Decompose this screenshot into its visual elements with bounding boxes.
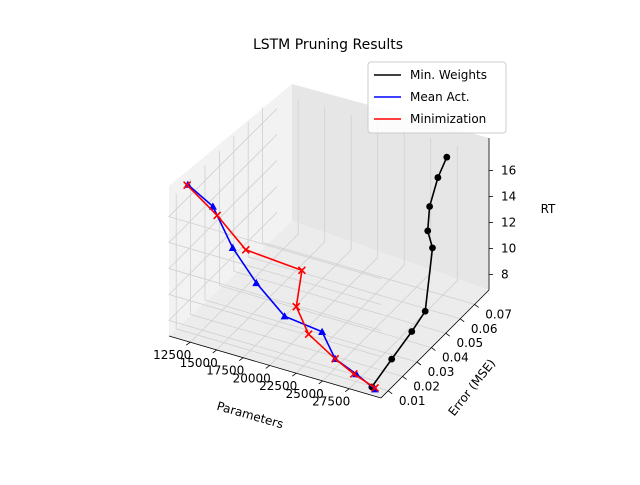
x-tick-mark bbox=[265, 365, 270, 369]
data-series bbox=[183, 153, 451, 393]
data-point bbox=[213, 211, 222, 220]
x-tick-label: 27500 bbox=[312, 395, 350, 409]
y-tick-label: 0.05 bbox=[456, 336, 483, 350]
x-tick-mark bbox=[291, 372, 297, 377]
z-tick-label: 14 bbox=[501, 190, 516, 204]
chart-title: LSTM Pruning Results bbox=[253, 37, 403, 53]
grid-lines bbox=[168, 99, 475, 392]
legend-label: Min. Weights bbox=[410, 68, 487, 82]
y-tick-label: 0.03 bbox=[428, 365, 455, 379]
data-point bbox=[331, 354, 340, 363]
floor-pane bbox=[169, 221, 489, 398]
z-gridline bbox=[168, 212, 382, 383]
x-tick-label: 22500 bbox=[259, 379, 297, 393]
z-tick-label: 10 bbox=[501, 241, 516, 255]
y-gridline bbox=[218, 150, 432, 348]
data-point bbox=[434, 174, 442, 181]
data-point bbox=[421, 307, 429, 315]
x-tick-mark bbox=[238, 357, 244, 362]
data-point bbox=[426, 203, 434, 210]
z-tick-label: 12 bbox=[501, 216, 516, 230]
y-gridline bbox=[204, 165, 418, 363]
data-point bbox=[241, 245, 250, 254]
y-gridline bbox=[175, 193, 389, 392]
data-point bbox=[304, 330, 313, 339]
x-axis-label: Parameters bbox=[215, 399, 285, 431]
y-tick-label: 0.02 bbox=[413, 379, 440, 393]
y-gridline bbox=[262, 107, 475, 305]
y-tick-mark bbox=[387, 390, 393, 395]
legend-label: Mean Act. bbox=[410, 90, 470, 104]
y-gridline bbox=[247, 121, 461, 320]
data-point bbox=[370, 383, 380, 392]
legend-label: Minimization bbox=[410, 112, 486, 126]
z-tick-label: 8 bbox=[501, 267, 509, 281]
y-tick-mark bbox=[459, 318, 465, 323]
x-tick-mark bbox=[318, 380, 323, 385]
data-point bbox=[208, 202, 217, 210]
x-tick-label: 17500 bbox=[206, 364, 244, 378]
z-gridline bbox=[168, 160, 382, 331]
y-tick-label: 0.04 bbox=[442, 351, 469, 365]
y-tick-label: 0.01 bbox=[399, 394, 426, 408]
back-right-pane bbox=[292, 84, 489, 290]
y-tick-mark bbox=[445, 332, 451, 337]
x-tick-mark bbox=[212, 349, 217, 354]
y-tick-label: 0.06 bbox=[471, 322, 498, 336]
x-axis-line bbox=[168, 335, 382, 399]
y-tick-mark bbox=[416, 361, 422, 366]
z-axis-label: RT bbox=[541, 202, 556, 216]
y-tick-mark bbox=[474, 304, 479, 308]
data-point bbox=[252, 278, 261, 287]
data-point bbox=[228, 243, 237, 251]
data-point bbox=[408, 328, 416, 335]
data-point bbox=[349, 369, 358, 378]
data-point bbox=[297, 266, 306, 275]
z-gridline bbox=[168, 108, 382, 279]
data-point bbox=[280, 312, 289, 320]
y-tick-label: 0.07 bbox=[485, 307, 512, 321]
data-point bbox=[424, 227, 432, 235]
z-gridline bbox=[168, 134, 382, 305]
x-tick-label: 15000 bbox=[180, 356, 218, 370]
y-axis-line bbox=[380, 289, 490, 399]
x-tick-label: 20000 bbox=[233, 371, 271, 385]
x-tick-label: 25000 bbox=[286, 387, 324, 401]
data-point bbox=[183, 181, 192, 190]
back-left-pane bbox=[169, 84, 292, 336]
data-point bbox=[429, 244, 436, 252]
data-point bbox=[318, 327, 327, 335]
legend: Min. Weights Mean Act. Minimization bbox=[367, 61, 507, 134]
axis-panes bbox=[169, 84, 489, 398]
z-tick-label: 16 bbox=[501, 164, 516, 178]
data-point bbox=[388, 355, 396, 363]
data-point bbox=[292, 302, 301, 311]
x-tick-mark bbox=[344, 388, 350, 393]
y-gridline bbox=[233, 136, 446, 334]
y-tick-mark bbox=[402, 376, 407, 380]
x-tick-label: 12500 bbox=[153, 348, 191, 362]
y-tick-mark bbox=[431, 347, 436, 351]
data-point bbox=[443, 153, 451, 161]
legend-box bbox=[367, 61, 507, 134]
x-tick-mark bbox=[185, 341, 191, 346]
